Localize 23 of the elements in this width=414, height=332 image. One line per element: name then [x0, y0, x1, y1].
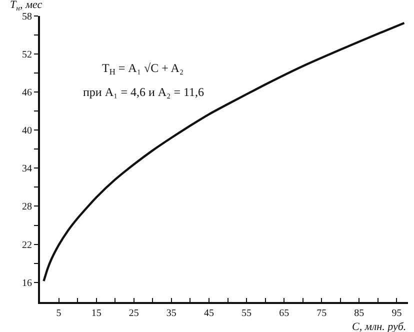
- y-tick-label: 46: [22, 88, 32, 99]
- x-tick-label: 85: [354, 308, 364, 319]
- x-tick-label: 95: [392, 308, 402, 319]
- x-tick-label: 65: [279, 308, 290, 319]
- x-tick-label: 35: [166, 308, 176, 319]
- y-tick-label: 22: [22, 240, 32, 251]
- y-tick-label: 40: [22, 126, 32, 137]
- x-tick-label: 15: [91, 308, 102, 319]
- y-tick-label: 58: [22, 12, 32, 22]
- x-tick-label: 75: [316, 308, 327, 319]
- x-tick-label: 55: [242, 308, 252, 319]
- annotation: при A₁ = 4,6 и A₂ = 11,6: [83, 85, 204, 99]
- y-tick-label: 16: [22, 278, 32, 289]
- x-tick-label: 45: [204, 308, 214, 319]
- x-tick-label: 25: [128, 308, 139, 319]
- x-axis-title: C, млн. руб.: [352, 321, 406, 332]
- x-tick-label: 5: [56, 308, 62, 319]
- y-tick-label: 52: [22, 50, 32, 61]
- line-series: [42, 22, 406, 282]
- y-tick-label: 28: [22, 202, 32, 213]
- y-tick-label: 34: [22, 164, 32, 175]
- annotation: T$_{Н}$ = A₁ √C + A₂: [102, 61, 184, 77]
- y-axis-title: T$_{н}$, мес: [10, 0, 42, 12]
